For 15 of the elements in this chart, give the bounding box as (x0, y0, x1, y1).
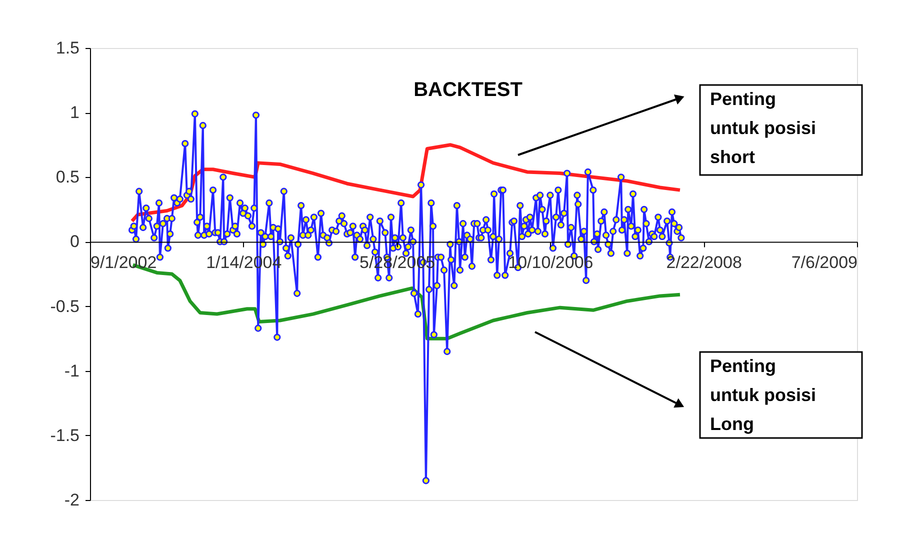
x-tick-label: 9/1/2002 (90, 253, 157, 272)
x-tick-label: 7/6/2009 (791, 253, 858, 272)
line-series (130, 143, 682, 223)
x-tick-label: 2/22/2008 (666, 253, 742, 272)
annotation: Penting untuk posisi short (710, 89, 816, 167)
y-tick-label: 0 (70, 232, 80, 252)
y-tick-label: -1.5 (50, 426, 80, 445)
y-tick-label: -0.5 (50, 296, 80, 316)
y-tick-label: 0.5 (56, 168, 80, 187)
y-tick-label: 1.5 (56, 38, 80, 58)
y-tick-label: -1 (64, 361, 80, 380)
y-tick-label: -2 (64, 490, 80, 510)
text: BACKTEST (414, 79, 522, 101)
y-tick-label: 1 (70, 103, 80, 122)
annotation: Penting untuk posisi Long (710, 356, 816, 434)
